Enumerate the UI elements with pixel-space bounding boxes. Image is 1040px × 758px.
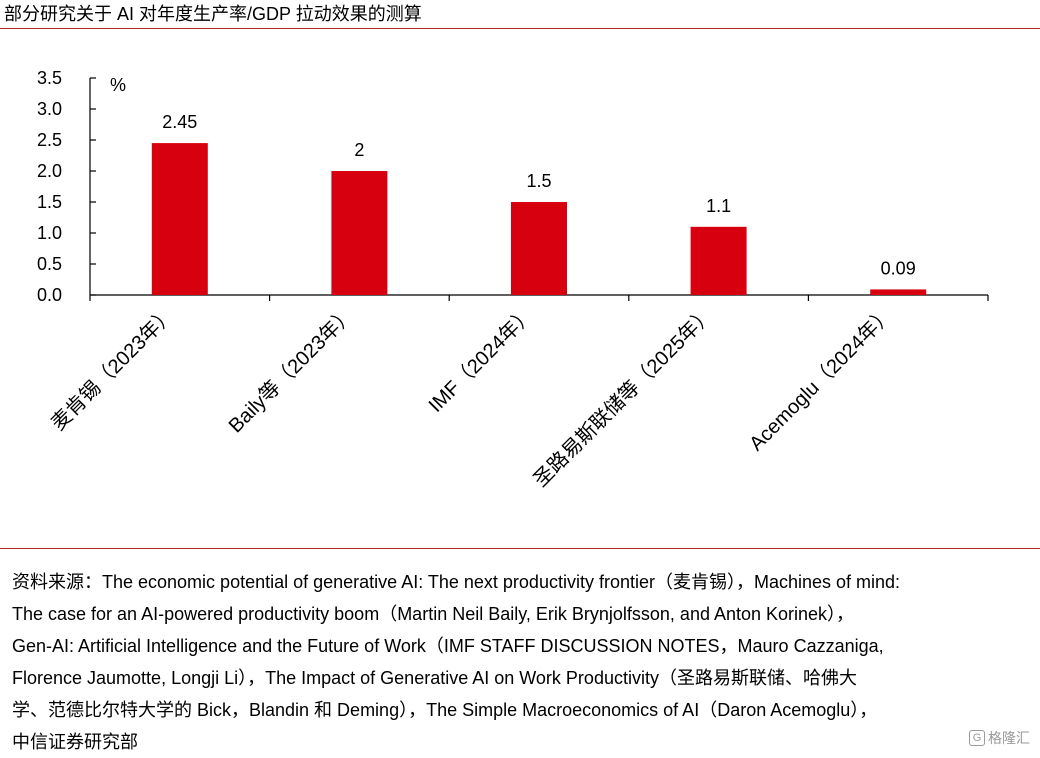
y-tick-label: 0.0: [37, 285, 62, 305]
watermark-logo-icon: G: [969, 730, 985, 746]
bar: [870, 289, 927, 295]
y-tick-label: 3.0: [37, 99, 62, 119]
title-divider: [0, 28, 1040, 29]
bar-chart: 0.0 0.5 1.0 1.5 2.0 2.5 3.0 3.5 % 2.45 麦肯锡（2023年） 2…: [37, 68, 989, 491]
x-tick-label: Baily等（2023年）: [224, 302, 359, 437]
source-line: 学、范德比尔特大学的 Bick，Blandin 和 Deming），The Si…: [12, 700, 878, 720]
bar: [690, 226, 747, 295]
y-tick-label: 0.5: [37, 254, 62, 274]
y-tick-label: 1.5: [37, 192, 62, 212]
source-line: Gen-AI: Artificial Intelligence and the …: [12, 636, 884, 656]
source-line: Florence Jaumotte, Longji Li），The Impact…: [12, 668, 857, 688]
bar: [331, 171, 388, 295]
bar-value-label: 0.09: [881, 258, 916, 278]
bar: [151, 143, 208, 295]
y-tick-label: 2.0: [37, 161, 62, 181]
x-tick-label: Acemoglu（2024年）: [745, 302, 898, 455]
bar-value-label: 1.1: [706, 196, 731, 216]
source-divider: [0, 548, 1040, 549]
source-line: The case for an AI-powered productivity …: [12, 604, 855, 624]
x-tick-label: IMF（2024年）: [424, 302, 539, 417]
bar: [511, 202, 567, 295]
bar-value-label: 2.45: [162, 112, 197, 132]
y-tick-label: 1.0: [37, 223, 62, 243]
y-tick-label: 2.5: [37, 130, 62, 150]
bar-value-label: 2: [354, 140, 364, 160]
source-note: 资料来源：The economic potential of generativ…: [12, 566, 1032, 758]
bar-value-label: 1.5: [526, 171, 551, 191]
source-line: 资料来源：The economic potential of generativ…: [12, 572, 901, 592]
x-tick-label: 圣路易斯联储等（2025年）: [529, 302, 718, 491]
watermark: G 格隆汇: [969, 728, 1030, 748]
watermark-text: 格隆汇: [988, 730, 1030, 746]
source-line: 中信证券研究部: [12, 732, 138, 752]
x-tick-label: 麦肯锡（2023年）: [47, 302, 180, 435]
chart-title: 部分研究关于 AI 对年度生产率/GDP 拉动效果的测算: [4, 4, 422, 24]
y-tick-label: 3.5: [37, 68, 62, 88]
y-unit-label: %: [110, 75, 126, 95]
